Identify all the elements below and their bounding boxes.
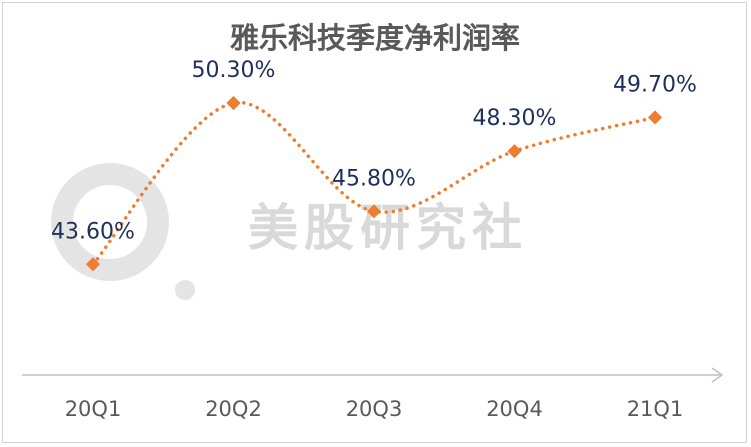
- x-tick-label: 20Q3: [346, 397, 403, 421]
- data-label: 49.70%: [613, 72, 697, 97]
- chart-frame: [2, 2, 747, 443]
- chart-title: 雅乐科技季度净利润率: [230, 21, 520, 55]
- data-point-marker: [85, 257, 101, 272]
- data-point-marker: [226, 95, 241, 111]
- series-layer: 43.60% 50.30% 45.80% 48.30% 49.70%: [51, 58, 697, 272]
- data-label: 48.30%: [473, 106, 557, 131]
- magnifier-logo-icon: [51, 163, 195, 300]
- data-point-marker: [507, 144, 522, 159]
- watermark: 美股研究社: [51, 163, 528, 300]
- x-tick-label: 21Q1: [627, 397, 684, 421]
- data-point-marker: [366, 204, 382, 219]
- series-line: [91, 100, 657, 267]
- x-axis-arrow: [711, 367, 724, 383]
- data-point-marker: [647, 110, 663, 125]
- x-tick-label: 20Q2: [205, 397, 262, 421]
- data-label: 45.80%: [332, 166, 416, 191]
- watermark-text: 美股研究社: [248, 199, 528, 257]
- data-label: 43.60%: [51, 219, 135, 244]
- data-label: 50.30%: [192, 58, 276, 83]
- x-tick-label: 20Q4: [486, 397, 543, 421]
- x-ticks: 20Q1 20Q2 20Q3 20Q4 21Q1: [65, 397, 684, 421]
- x-tick-label: 20Q1: [65, 397, 122, 421]
